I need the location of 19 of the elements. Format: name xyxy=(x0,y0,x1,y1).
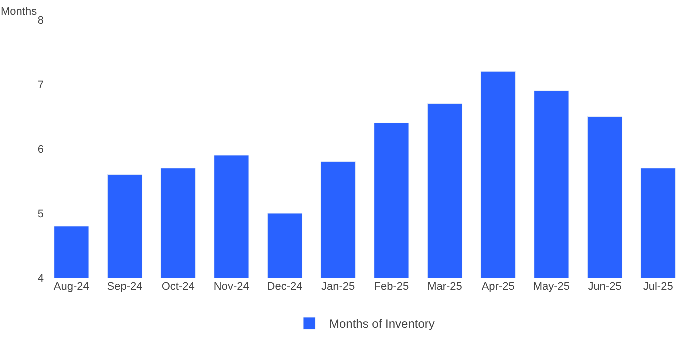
y-tick-label: 8 xyxy=(38,14,44,27)
y-tick-label: 7 xyxy=(38,79,44,92)
x-tick-label: Jul-25 xyxy=(643,281,674,293)
x-tick-label: Apr-25 xyxy=(482,281,515,293)
x-tick-label: Nov-24 xyxy=(214,281,250,293)
x-tick-label: May-25 xyxy=(533,281,570,293)
x-tick-label: Jun-25 xyxy=(588,281,622,293)
x-tick-label: Dec-24 xyxy=(267,281,303,293)
x-tick-label: Mar-25 xyxy=(428,281,462,293)
y-tick-label: 6 xyxy=(38,144,44,156)
y-tick-label: 4 xyxy=(38,272,44,285)
x-tick-label: Sep-24 xyxy=(107,281,143,293)
x-tick-label: Oct-24 xyxy=(162,281,195,293)
x-tick-label: Feb-25 xyxy=(374,281,410,293)
legend-label: Months of Inventory xyxy=(330,317,435,332)
x-tick-label: Aug-24 xyxy=(54,281,90,293)
x-tick-label: Jan-25 xyxy=(322,281,356,293)
y-tick-label: 5 xyxy=(38,208,44,220)
y-axis-title: Months xyxy=(1,6,38,18)
